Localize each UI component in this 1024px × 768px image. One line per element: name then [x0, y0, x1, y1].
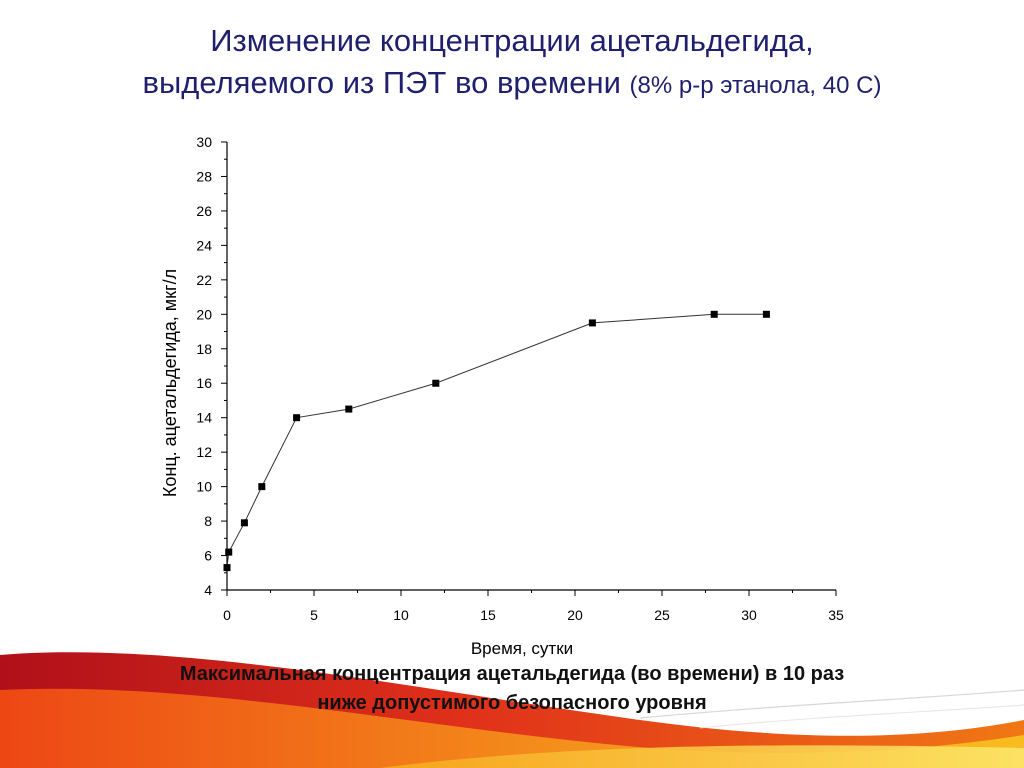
x-tick-label: 20 [567, 607, 583, 623]
data-point [293, 414, 301, 422]
x-tick-label: 15 [480, 607, 496, 623]
y-tick-label: 4 [204, 582, 212, 598]
x-tick-label: 35 [828, 607, 844, 623]
x-axis-label: Время, сутки [471, 639, 573, 658]
data-point [588, 319, 596, 327]
y-tick-label: 28 [196, 168, 212, 184]
title-line-2: выделяемого из ПЭТ во времени (8% р-р эт… [0, 62, 1024, 107]
data-point [432, 379, 440, 387]
y-tick-label: 6 [204, 548, 212, 564]
x-tick-label: 5 [310, 607, 318, 623]
y-tick-label: 16 [196, 375, 212, 391]
slide-title: Изменение концентрации ацетальдегида, вы… [0, 20, 1024, 107]
y-tick-label: 30 [196, 134, 212, 150]
y-tick-label: 20 [196, 306, 212, 322]
data-point [345, 405, 353, 413]
conclusion-line-2: ниже допустимого безопасного уровня [317, 692, 707, 714]
data-point [225, 548, 233, 556]
series-line [226, 313, 767, 568]
data-point [258, 483, 266, 491]
y-tick-label: 10 [196, 479, 212, 495]
conclusion-line-1: Максимальная концентрация ацетальдегида … [179, 663, 845, 685]
x-tick-label: 0 [223, 607, 231, 623]
data-point [762, 310, 770, 318]
y-tick-label: 14 [196, 410, 212, 426]
chart-series [223, 310, 770, 572]
data-point [223, 564, 231, 572]
chart-ticks: 4 6 8 10 12 14 16 18 20 22 24 26 28 30 0 5 10 15 20 25 30 35 [196, 134, 844, 623]
chart-axes [226, 142, 836, 591]
x-tick-label: 25 [654, 607, 670, 623]
data-point [710, 310, 718, 318]
y-tick-label: 18 [196, 341, 212, 357]
x-tick-label: 30 [741, 607, 757, 623]
y-tick-label: 24 [196, 237, 212, 253]
y-axis-label: Конц. ацетальдегида, мкг/л [160, 269, 180, 497]
y-tick-label: 12 [196, 444, 212, 460]
title-line-2-conditions: (8% р-р этанола, 40 С) [629, 72, 882, 99]
title-line-2-main: выделяемого из ПЭТ во времени [142, 65, 621, 100]
y-tick-label: 26 [196, 203, 212, 219]
x-tick-label: 10 [393, 607, 409, 623]
y-tick-label: 22 [196, 272, 212, 288]
y-tick-label: 8 [204, 513, 212, 529]
title-line-1: Изменение концентрации ацетальдегида, [210, 23, 814, 58]
conclusion-note: Максимальная концентрация ацетальдегида … [0, 660, 1024, 718]
data-point [240, 519, 248, 527]
